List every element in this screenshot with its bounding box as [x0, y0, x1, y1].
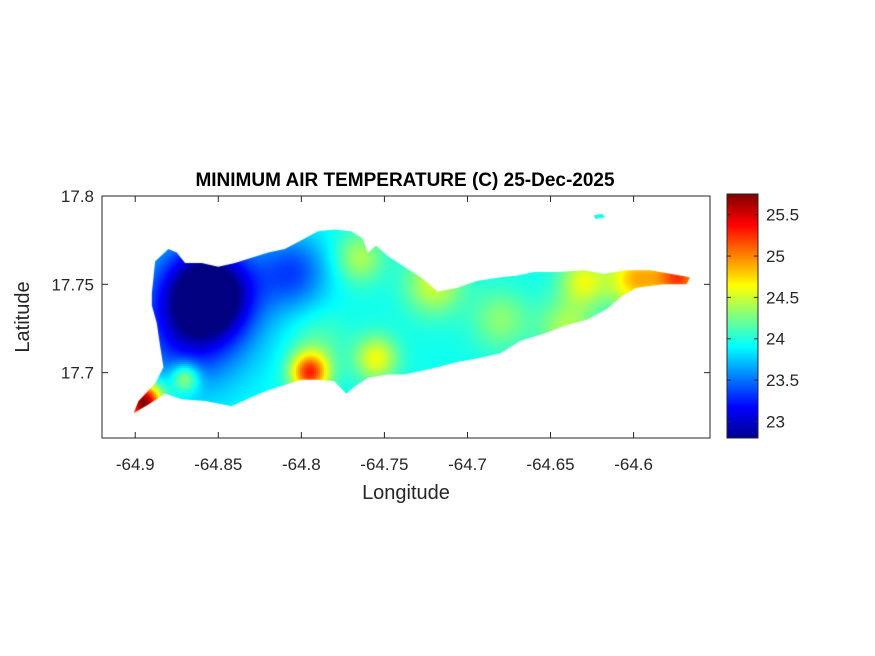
temperature-heatmap	[102, 196, 710, 438]
colorbar	[726, 193, 759, 439]
colorbar-tick-label: 25	[766, 247, 785, 266]
y-axis-ticks: 17.8 17.75 17.7	[51, 187, 710, 383]
x-tick-label: -64.75	[360, 455, 408, 474]
y-tick-label: 17.8	[61, 187, 94, 206]
colorbar-tick-label: 23	[766, 412, 785, 431]
colorbar-tick-label: 24.5	[766, 288, 799, 307]
chart-title: MINIMUM AIR TEMPERATURE (C) 25-Dec-2025	[195, 170, 615, 191]
y-axis-label: Latitude	[12, 281, 34, 352]
plot-axes-box	[101, 195, 711, 439]
x-axis-label: Longitude	[362, 482, 450, 504]
x-tick-label: -64.8	[282, 455, 321, 474]
colorbar-tick-label: 24	[766, 330, 785, 349]
colorbar-tick-label: 25.5	[766, 206, 799, 225]
colorbar-ticks: 23 23.5 24 24.5 25 25.5	[727, 206, 799, 431]
x-tick-label: -64.9	[116, 455, 155, 474]
colorbar-tick-label: 23.5	[766, 371, 799, 390]
x-tick-label: -64.65	[526, 455, 574, 474]
x-tick-label: -64.7	[448, 455, 487, 474]
y-tick-label: 17.75	[51, 275, 94, 294]
temperature-field	[102, 196, 710, 438]
y-tick-label: 17.7	[61, 364, 94, 383]
x-tick-label: -64.85	[194, 455, 242, 474]
x-axis-ticks: -64.9 -64.85 -64.8 -64.75 -64.7 -64.65 -64.6	[116, 196, 653, 474]
x-tick-label: -64.6	[614, 455, 653, 474]
